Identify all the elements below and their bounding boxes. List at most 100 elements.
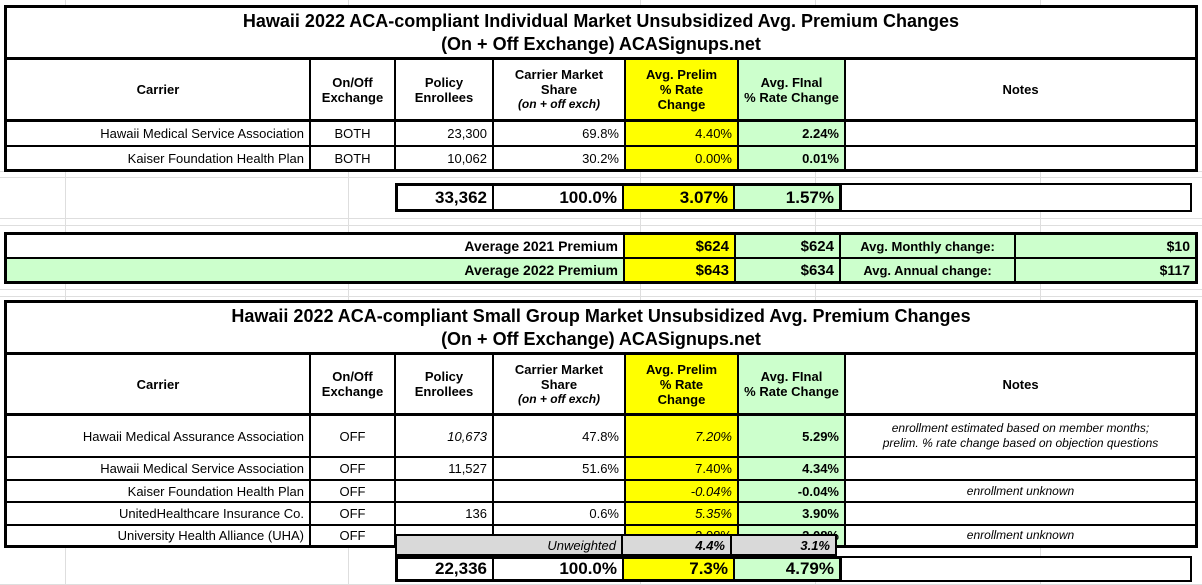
carrier-column-header: Carrier xyxy=(7,60,311,119)
table1-totals-group: 33,362 100.0% 3.07% 1.57% xyxy=(395,183,842,212)
share-cell: 30.2% xyxy=(494,147,626,169)
carrier-cell: Hawaii Medical Service Association xyxy=(7,122,311,145)
table-row: Hawaii Medical Service Association OFF 1… xyxy=(7,458,1195,481)
carrier-cell: Kaiser Foundation Health Plan xyxy=(7,481,311,501)
prelim-cell: 0.00% xyxy=(626,147,739,169)
totals-spacer xyxy=(4,556,395,582)
table1-totals-row: 33,362 100.0% 3.07% 1.57% xyxy=(4,183,1192,212)
exchange-cell: OFF xyxy=(311,526,396,545)
enrollees-cell: 23,300 xyxy=(396,122,494,145)
exchange-cell: OFF xyxy=(311,503,396,524)
exchange-cell: OFF xyxy=(311,416,396,456)
annual-change-label: Avg. Annual change: xyxy=(841,259,1016,281)
notes-cell xyxy=(846,122,1195,145)
share-header-main: Carrier Market Share xyxy=(514,67,604,97)
final-cell: 2.24% xyxy=(739,122,846,145)
total-enrollees-cell: 22,336 xyxy=(398,559,494,579)
premium-final-cell: $624 xyxy=(736,235,841,257)
total-final-cell: 4.79% xyxy=(735,559,839,579)
table2-header-row: Carrier On/Off Exchange Policy Enrollees… xyxy=(7,355,1195,416)
exchange-cell: BOTH xyxy=(311,122,396,145)
final-column-header: Avg. FInal % Rate Change xyxy=(739,355,846,413)
grid-line xyxy=(65,0,66,585)
carrier-cell: UnitedHealthcare Insurance Co. xyxy=(7,503,311,524)
annual-change-value: $117 xyxy=(1016,259,1195,281)
share-cell: 47.8% xyxy=(494,416,626,456)
grid-line xyxy=(0,296,1202,297)
total-share-cell: 100.0% xyxy=(494,559,624,579)
prelim-cell: -0.04% xyxy=(626,481,739,501)
premium-label-cell: Average 2022 Premium xyxy=(7,259,625,281)
notes-cell: enrollment unknown xyxy=(846,481,1195,501)
total-notes-cell xyxy=(842,183,1192,212)
table2-totals-group: 22,336 100.0% 7.3% 4.79% xyxy=(395,556,842,582)
notes-cell: enrollment estimated based on member mon… xyxy=(846,416,1195,456)
notes-cell xyxy=(846,458,1195,479)
individual-market-table: Hawaii 2022 ACA-compliant Individual Mar… xyxy=(4,5,1198,172)
table1-title-line1: Hawaii 2022 ACA-compliant Individual Mar… xyxy=(242,10,960,31)
final-column-header: Avg. FInal % Rate Change xyxy=(739,60,846,119)
exchange-column-header: On/Off Exchange xyxy=(311,60,396,119)
table2-title-line2: (On + Off Exchange) ACASignups.net xyxy=(441,328,761,349)
total-enrollees-cell: 33,362 xyxy=(398,186,494,209)
share-header-sub: (on + off exch) xyxy=(517,391,601,406)
prelim-column-header: Avg. Prelim % Rate Change xyxy=(626,60,739,119)
enrollees-cell: 136 xyxy=(396,503,494,524)
grid-line xyxy=(0,218,1202,219)
enrollees-column-header: Policy Enrollees xyxy=(396,355,494,413)
share-column-header: Carrier Market Share (on + off exch) xyxy=(494,60,626,119)
share-cell xyxy=(494,481,626,501)
final-cell: -0.04% xyxy=(739,481,846,501)
premium-comparison-block: Average 2021 Premium $624 $624 Avg. Mont… xyxy=(4,232,1198,284)
carrier-cell: Hawaii Medical Service Association xyxy=(7,458,311,479)
prelim-cell: 5.35% xyxy=(626,503,739,524)
prelim-column-header: Avg. Prelim % Rate Change xyxy=(626,355,739,413)
enrollees-cell xyxy=(396,481,494,501)
table1-title-line2: (On + Off Exchange) ACASignups.net xyxy=(441,33,761,54)
enrollees-cell: 11,527 xyxy=(396,458,494,479)
grid-line xyxy=(815,0,816,585)
unweighted-final-cell: 3.1% xyxy=(732,536,835,554)
premium-prelim-cell: $624 xyxy=(625,235,736,257)
share-cell: 51.6% xyxy=(494,458,626,479)
notes-cell: enrollment unknown xyxy=(846,526,1195,545)
prelim-cell: 7.40% xyxy=(626,458,739,479)
share-header-main: Carrier Market Share xyxy=(514,361,604,392)
total-prelim-cell: 7.3% xyxy=(624,559,735,579)
grid-line xyxy=(0,177,1202,178)
small-group-market-table: Hawaii 2022 ACA-compliant Small Group Ma… xyxy=(4,300,1198,548)
monthly-change-label: Avg. Monthly change: xyxy=(841,235,1016,257)
notes-cell xyxy=(846,147,1195,169)
table2-title-line1: Hawaii 2022 ACA-compliant Small Group Ma… xyxy=(231,305,971,326)
grid-line xyxy=(0,289,1202,290)
totals-spacer xyxy=(4,183,395,212)
monthly-change-value: $10 xyxy=(1016,235,1195,257)
notes-column-header: Notes xyxy=(846,60,1195,119)
exchange-column-header: On/Off Exchange xyxy=(311,355,396,413)
prelim-cell: 7.20% xyxy=(626,416,739,456)
final-cell: 0.01% xyxy=(739,147,846,169)
notes-column-header: Notes xyxy=(846,355,1195,413)
premium-row: Average 2022 Premium $643 $634 Avg. Annu… xyxy=(7,259,1195,281)
table-row: Kaiser Foundation Health Plan BOTH 10,06… xyxy=(7,147,1195,169)
premium-final-cell: $634 xyxy=(736,259,841,281)
premium-row: Average 2021 Premium $624 $624 Avg. Mont… xyxy=(7,235,1195,259)
enrollees-cell: 10,673 xyxy=(396,416,494,456)
table2-title: Hawaii 2022 ACA-compliant Small Group Ma… xyxy=(7,303,1195,355)
share-header-sub: (on + off exch) xyxy=(517,97,601,111)
carrier-column-header: Carrier xyxy=(7,355,311,413)
carrier-cell: University Health Alliance (UHA) xyxy=(7,526,311,545)
grid-line xyxy=(1040,0,1041,585)
table-row: Hawaii Medical Assurance Association OFF… xyxy=(7,416,1195,458)
exchange-cell: OFF xyxy=(311,458,396,479)
enrollees-column-header: Policy Enrollees xyxy=(396,60,494,119)
total-notes-cell xyxy=(842,556,1192,582)
carrier-cell: Hawaii Medical Assurance Association xyxy=(7,416,311,456)
final-cell: 3.90% xyxy=(739,503,846,524)
unweighted-row: Unweighted 4.4% 3.1% xyxy=(4,534,837,556)
prelim-cell: 4.40% xyxy=(626,122,739,145)
total-prelim-cell: 3.07% xyxy=(624,186,735,209)
share-column-header: Carrier Market Share (on + off exch) xyxy=(494,355,626,413)
premium-label-cell: Average 2021 Premium xyxy=(7,235,625,257)
